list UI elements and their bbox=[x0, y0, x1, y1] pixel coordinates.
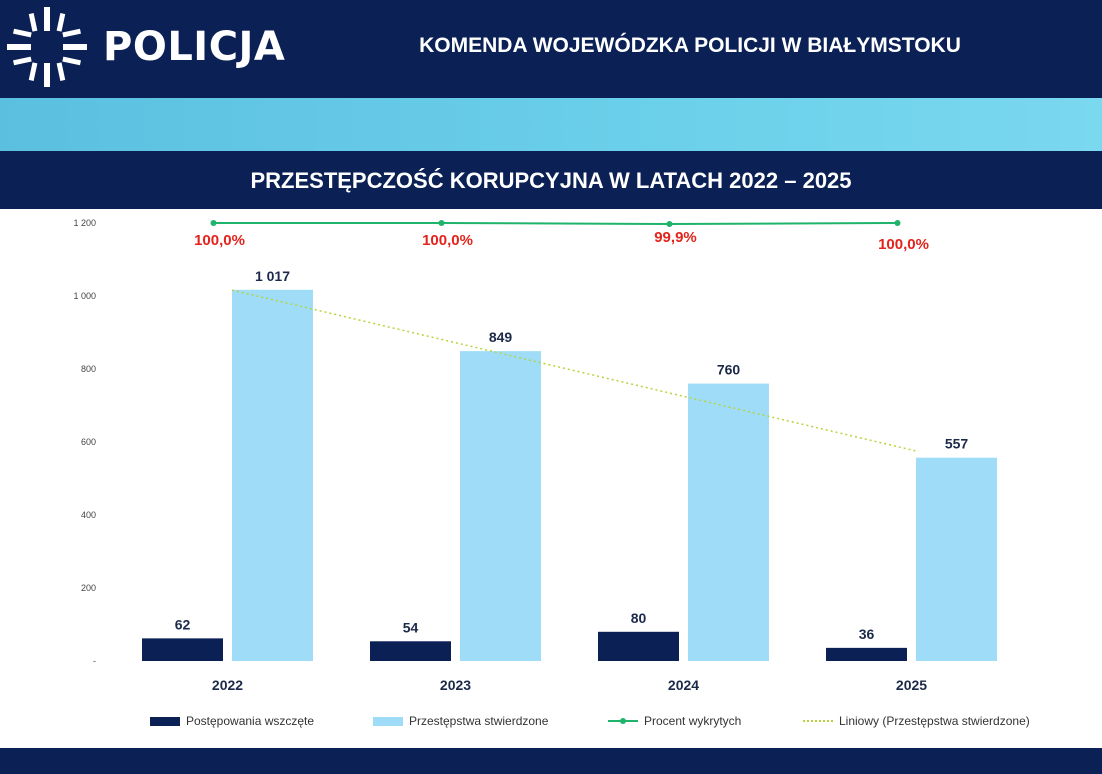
legend-swatch-percent bbox=[608, 716, 638, 726]
trendline bbox=[231, 289, 917, 452]
legend-item-percent: Procent wykrytych bbox=[608, 711, 741, 731]
x-tick-label: 2025 bbox=[896, 677, 927, 693]
chart-title: PRZESTĘPCZOŚĆ KORUPCYJNA W LATACH 2022 –… bbox=[250, 168, 852, 193]
percent-label: 99,9% bbox=[654, 229, 697, 246]
bar-confirmed bbox=[688, 383, 769, 661]
bar-confirmed bbox=[460, 351, 541, 661]
bar-initiated bbox=[142, 638, 223, 661]
header-title: KOMENDA WOJEWÓDZKA POLICJI W BIAŁYMSTOKU bbox=[419, 34, 961, 57]
bar-initiated bbox=[826, 647, 907, 661]
bar-confirmed bbox=[916, 457, 997, 661]
legend-swatch-confirmed bbox=[373, 716, 403, 726]
data-label-initiated: 36 bbox=[859, 626, 875, 642]
y-tick-label: 200 bbox=[81, 583, 96, 593]
chart-legend: Postępowania wszczęte Przestępstwa stwie… bbox=[0, 711, 1102, 731]
legend-item-initiated: Postępowania wszczęte bbox=[150, 711, 314, 731]
percent-point bbox=[894, 220, 901, 226]
header-bar bbox=[0, 0, 1102, 98]
data-label-initiated: 80 bbox=[631, 610, 647, 626]
title-bar bbox=[0, 151, 1102, 209]
data-label-confirmed: 1 017 bbox=[255, 268, 290, 284]
chart-area: - 200 400 600 800 1 000 1 200 62 1 017 2022 54 849 2… bbox=[73, 218, 997, 693]
legend-label-percent: Procent wykrytych bbox=[644, 714, 742, 728]
x-tick-label: 2023 bbox=[440, 677, 471, 693]
percent-label: 100,0% bbox=[194, 232, 245, 249]
bar-initiated bbox=[598, 631, 679, 661]
decorative-stripe bbox=[0, 98, 1102, 151]
data-label-confirmed: 557 bbox=[945, 436, 969, 452]
legend-swatch-initiated bbox=[150, 716, 180, 726]
y-tick-label: 800 bbox=[81, 364, 96, 374]
percent-point bbox=[438, 220, 445, 226]
legend-item-trendline: Liniowy (Przestępstwa stwierdzone) bbox=[803, 711, 1030, 731]
data-label-confirmed: 849 bbox=[489, 329, 513, 345]
legend-label-confirmed: Przestępstwa stwierdzone bbox=[409, 714, 549, 728]
legend-item-confirmed: Przestępstwa stwierdzone bbox=[373, 711, 548, 731]
legend-label-trendline: Liniowy (Przestępstwa stwierdzone) bbox=[839, 714, 1030, 728]
percent-point bbox=[666, 221, 673, 227]
percent-label: 100,0% bbox=[422, 232, 473, 249]
y-tick-label: 1 000 bbox=[73, 291, 96, 301]
percent-label: 100,0% bbox=[878, 236, 929, 253]
x-tick-label: 2022 bbox=[212, 677, 243, 693]
legend-label-initiated: Postępowania wszczęte bbox=[186, 714, 315, 728]
legend-swatch-trendline bbox=[803, 716, 833, 726]
bar-confirmed bbox=[232, 289, 313, 661]
x-tick-label: 2024 bbox=[668, 677, 699, 693]
footer-bar bbox=[0, 748, 1102, 774]
percent-point bbox=[210, 220, 217, 226]
brand-name: POLICJA bbox=[103, 24, 286, 70]
y-tick-label: - bbox=[93, 656, 96, 666]
bar-initiated bbox=[370, 641, 451, 661]
data-label-confirmed: 760 bbox=[717, 362, 741, 378]
data-label-initiated: 54 bbox=[403, 619, 419, 635]
y-tick-label: 600 bbox=[81, 437, 96, 447]
y-tick-label: 400 bbox=[81, 510, 96, 520]
percent-line bbox=[213, 222, 898, 226]
police-star-icon bbox=[7, 7, 87, 87]
data-label-initiated: 62 bbox=[175, 616, 191, 632]
y-tick-label: 1 200 bbox=[73, 218, 96, 228]
